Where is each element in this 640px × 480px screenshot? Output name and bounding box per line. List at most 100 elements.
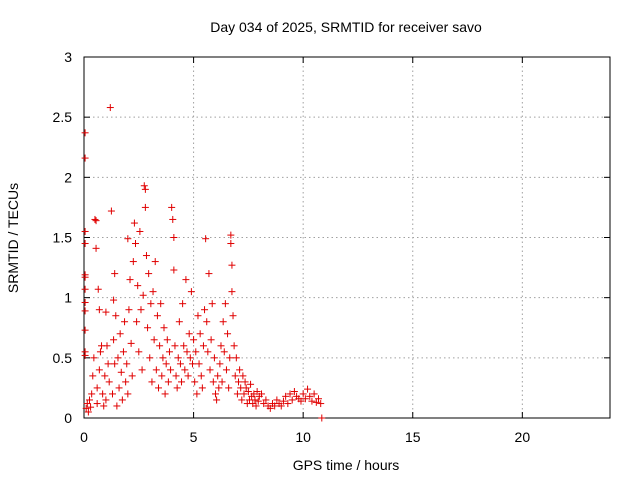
data-point <box>129 258 137 266</box>
data-point <box>224 330 232 338</box>
data-point <box>167 366 175 374</box>
data-point <box>81 307 89 315</box>
data-point <box>81 351 89 359</box>
data-point <box>181 366 189 374</box>
data-point <box>136 227 144 235</box>
data-point <box>156 342 164 350</box>
data-point <box>184 372 192 380</box>
data-point <box>159 354 167 362</box>
axis-ticks <box>83 56 610 419</box>
data-point <box>202 235 210 243</box>
data-point <box>235 378 243 386</box>
data-point <box>219 318 227 326</box>
data-point <box>122 378 130 386</box>
data-point <box>170 234 178 241</box>
y-tick-label: 2.5 <box>53 109 73 125</box>
data-point <box>140 182 148 190</box>
data-point <box>93 384 101 392</box>
labels: Day 034 of 2025, SRMTID for receiver sav… <box>5 19 530 473</box>
data-point <box>157 300 165 308</box>
data-point <box>206 366 214 374</box>
data-point <box>193 390 201 398</box>
data-point <box>158 372 166 380</box>
data-point <box>186 354 194 362</box>
x-tick-label: 20 <box>515 429 531 445</box>
data-point <box>194 312 202 320</box>
data-point <box>81 129 89 137</box>
data-point <box>299 390 307 398</box>
chart-title: Day 034 of 2025, SRMTID for receiver sav… <box>210 19 482 35</box>
data-point <box>185 330 193 338</box>
data-point <box>100 402 108 410</box>
data-point <box>182 276 190 284</box>
data-point <box>204 348 212 356</box>
data-point <box>198 384 206 392</box>
data-point <box>304 385 312 393</box>
y-tick-label: 0.5 <box>53 350 73 366</box>
data-point <box>195 360 203 368</box>
data-point <box>95 306 103 314</box>
data-point <box>144 324 152 332</box>
data-point <box>123 360 131 368</box>
data-point <box>163 336 171 344</box>
data-point <box>236 366 244 374</box>
data-point <box>258 390 266 398</box>
data-point <box>301 395 309 403</box>
data-point <box>175 318 183 326</box>
data-point <box>310 390 318 398</box>
data-point <box>225 384 233 392</box>
x-tick-label: 5 <box>190 429 198 445</box>
data-point <box>94 285 102 293</box>
x-tick-label: 0 <box>80 429 88 445</box>
data-point <box>216 360 224 368</box>
data-point <box>169 215 177 223</box>
data-point <box>240 390 248 398</box>
data-point <box>277 402 285 410</box>
data-point <box>114 354 122 362</box>
data-point <box>282 392 290 400</box>
data-point <box>134 282 142 290</box>
data-point <box>148 378 156 386</box>
data-point <box>93 400 101 408</box>
data-point <box>168 203 176 211</box>
data-point <box>106 104 114 112</box>
data-point <box>112 312 120 320</box>
data-point <box>102 308 110 316</box>
data-point <box>103 342 111 350</box>
data-point <box>318 414 326 422</box>
data-point <box>108 390 116 398</box>
data-point <box>273 396 281 404</box>
data-point <box>161 390 169 398</box>
data-point <box>119 348 127 356</box>
data-point <box>229 312 237 320</box>
data-point <box>81 154 89 162</box>
data-point <box>213 396 221 404</box>
data-point <box>91 215 99 223</box>
data-point <box>174 354 182 362</box>
data-point <box>87 403 95 411</box>
data-point <box>130 219 138 227</box>
data-points <box>81 104 326 422</box>
data-point <box>279 397 287 405</box>
data-point <box>128 372 136 380</box>
data-point <box>85 396 93 404</box>
data-point <box>212 390 219 398</box>
data-point <box>164 378 172 386</box>
data-point <box>297 397 305 405</box>
data-point <box>107 207 115 215</box>
data-point <box>233 390 241 398</box>
data-point <box>288 396 296 404</box>
data-point <box>155 384 163 392</box>
data-point <box>96 348 104 356</box>
data-point <box>251 396 259 404</box>
data-point <box>81 227 89 235</box>
data-point <box>149 288 157 296</box>
data-point <box>90 354 98 362</box>
data-point <box>133 318 141 326</box>
data-point <box>81 326 89 334</box>
data-point <box>284 400 292 408</box>
data-point <box>208 300 216 308</box>
data-point <box>312 398 320 406</box>
data-point <box>199 342 207 350</box>
grid <box>84 57 610 418</box>
